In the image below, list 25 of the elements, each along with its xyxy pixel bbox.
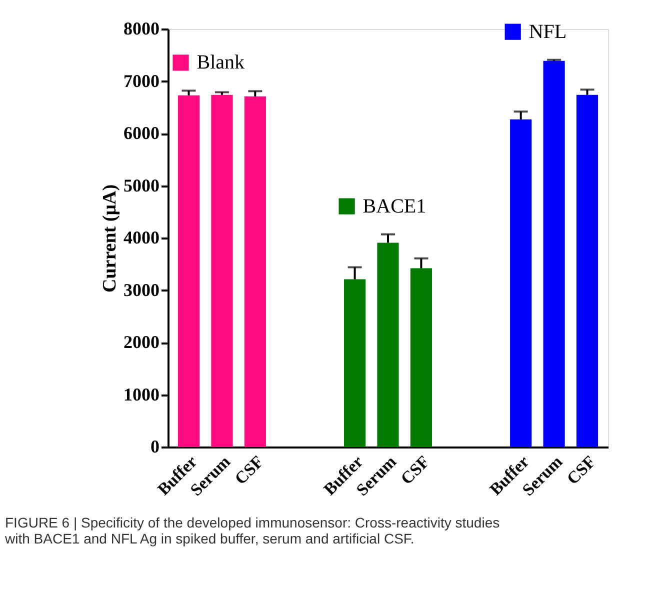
bar	[510, 119, 532, 447]
y-tick-label: 7000	[124, 70, 160, 91]
caption: FIGURE 6 | Specificity of the developed immunosensor: Cross-reactivity studies with BACE1 and NFL Ag in spiked buffer, serum and artificial CSF.	[4, 514, 500, 546]
legend-label: NFL	[528, 20, 567, 43]
x-tick-label: CSF	[231, 452, 268, 488]
bar	[543, 60, 565, 447]
bar	[410, 268, 432, 447]
x-tick-label: CSF	[397, 452, 434, 488]
legend-label: BACE1	[362, 195, 426, 218]
y-axis-title: Current (μA)	[100, 184, 120, 293]
x-tick-label: CSF	[563, 452, 600, 488]
y-tick-label: 8000	[124, 18, 160, 38]
bar	[244, 96, 266, 447]
y-tick-label: 0	[150, 436, 160, 456]
bar	[576, 94, 598, 447]
legend-label: Blank	[196, 52, 245, 74]
bar	[178, 95, 200, 447]
y-tick-label: 6000	[124, 123, 160, 143]
y-tick-label: 1000	[124, 384, 160, 404]
bar	[377, 242, 399, 447]
y-tick-label: 4000	[124, 228, 160, 248]
y-tick-label: 3000	[124, 280, 160, 300]
y-tick-label: 2000	[124, 332, 160, 352]
y-tick-label: 5000	[124, 175, 160, 196]
bar	[344, 279, 366, 447]
